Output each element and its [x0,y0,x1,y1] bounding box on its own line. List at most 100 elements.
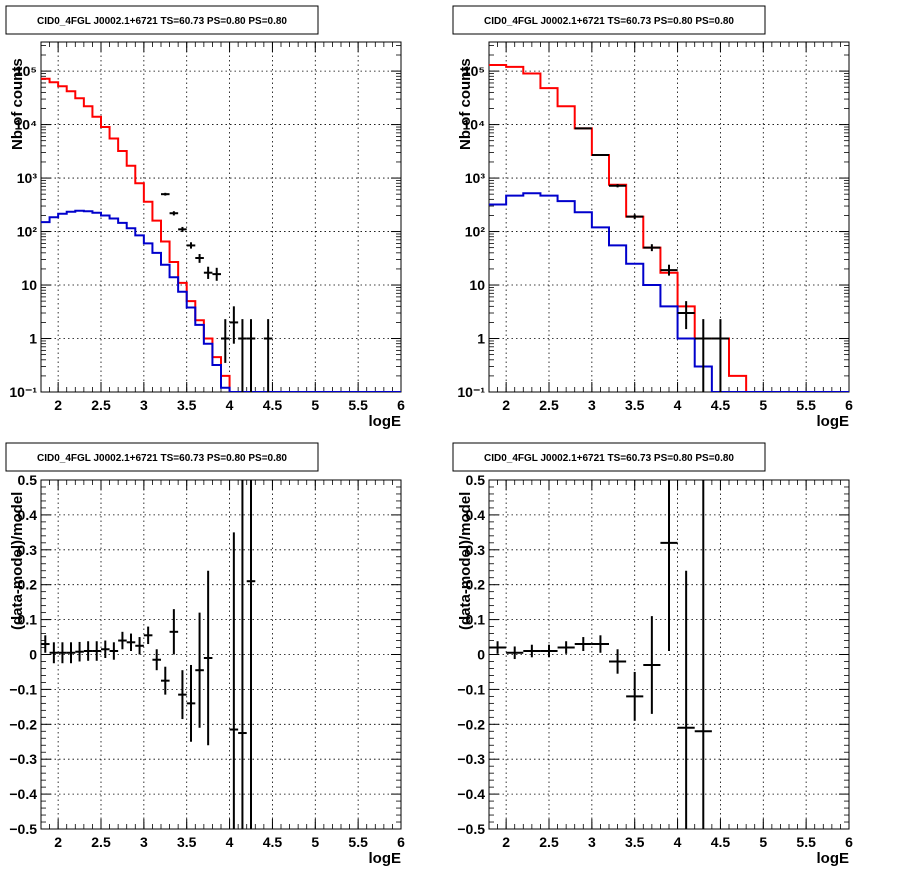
y-axis-label: (data-model)/model [457,492,474,630]
y-tick-label: 10⁻¹ [457,384,485,400]
data-point [677,301,695,330]
residual-point [229,532,239,829]
residual-point [626,671,644,721]
residual-point [186,664,196,742]
y-tick-label: −0.2 [457,716,485,732]
data-point [246,319,256,392]
data-point [263,319,273,392]
x-axis-label: logE [369,413,402,430]
x-tick-label: 3 [140,834,148,850]
residual-point [58,642,67,664]
data-point [186,242,196,249]
chart-title: CID0_4FGL J0002.1+6721 TS=60.73 PS=0.80 … [484,16,734,27]
residual-point [246,480,256,829]
x-tick-label: 6 [845,834,853,850]
data-point [238,319,247,392]
residual-point [643,616,661,714]
x-tick-label: 4.5 [263,834,283,850]
residual-point [523,644,541,658]
y-tick-label: 10⁻¹ [9,384,37,400]
x-tick-label: 5 [311,834,319,850]
residual-point [574,637,592,652]
x-tick-label: 6 [397,834,405,850]
x-tick-label: 2 [502,834,510,850]
y-tick-label: 10³ [17,170,38,186]
y-tick-label: 0.5 [466,472,486,488]
x-tick-label: 4.5 [711,397,731,413]
residual-point [677,570,695,829]
chart-panel-2: CID0_4FGL J0002.1+6721 TS=60.73 PS=0.80 … [452,5,853,430]
data-point [609,184,627,188]
data-point [212,267,221,281]
source-model-histogram [489,192,849,392]
data-point [203,266,213,279]
plot-area [489,64,849,392]
y-tick-label: 1 [477,331,485,347]
residual-point [609,649,627,674]
data-point [626,214,644,220]
chart-title-box [452,442,766,472]
x-tick-label: 3.5 [625,397,645,413]
plot-area [41,480,256,829]
chart-title: CID0_4FGL J0002.1+6721 TS=60.73 PS=0.80 … [37,16,287,27]
x-tick-label: 3 [140,397,148,413]
residual-point [92,641,101,661]
y-tick-label: −0.1 [457,681,485,697]
x-tick-label: 5.5 [796,397,816,413]
x-axis-label: logE [817,850,850,867]
y-tick-label: 0.3 [18,542,38,558]
residual-point [694,480,712,829]
y-tick-label: −0.5 [9,821,37,837]
data-point [195,254,204,263]
residual-point [169,609,179,655]
chart-title: CID0_4FGL J0002.1+6721 TS=60.73 PS=0.80 … [484,453,734,464]
x-tick-label: 4 [674,834,682,850]
y-tick-label: 0.2 [18,577,38,593]
y-tick-label: −0.3 [9,751,37,767]
residual-point [506,646,524,660]
x-tick-label: 2 [54,397,62,413]
source-model-histogram [41,209,401,392]
data-point [643,244,661,252]
y-tick-label: 10⁴ [463,117,486,133]
x-tick-label: 5 [759,834,767,850]
y-tick-label: 1 [29,331,37,347]
residual-point [238,480,247,829]
plot-area [41,77,401,392]
residual-point [540,644,558,658]
residual-point [41,635,50,653]
data-point [221,319,230,363]
x-tick-label: 6 [845,397,853,413]
chart-panel-1: CID0_4FGL J0002.1+6721 TS=60.73 PS=0.80 … [5,5,405,430]
y-tick-label: 10³ [465,170,486,186]
x-tick-label: 2.5 [91,834,111,850]
y-tick-label: 10 [21,277,37,293]
y-tick-label: 10⁴ [15,117,38,133]
residual-point [75,641,84,662]
chart-title-box [5,5,319,35]
y-tick-label: 0.5 [18,472,38,488]
x-tick-label: 4.5 [711,834,731,850]
y-tick-label: −0.5 [457,821,485,837]
x-tick-label: 4.5 [263,397,283,413]
y-tick-label: −0.4 [457,786,485,802]
x-axis-label: logE [817,413,850,430]
y-tick-label: −0.3 [457,751,485,767]
y-tick-label: 0 [29,647,37,663]
residual-point [49,642,59,664]
data-point [591,153,609,156]
y-tick-label: 10⁵ [15,63,37,79]
y-tick-label: 10 [469,277,485,293]
residual-point [109,642,119,660]
x-tick-label: 4 [226,397,234,413]
y-tick-label: 0 [477,647,485,663]
residual-point [135,637,144,655]
y-tick-label: 10² [465,224,486,240]
residual-point [557,641,575,654]
x-tick-label: 5 [759,397,767,413]
y-axis-label: (data-model)/model [9,492,26,630]
residual-point [660,480,678,652]
residual-point [591,635,609,653]
y-axis-label: Nb of counts [457,58,474,150]
x-tick-label: 3 [588,397,596,413]
